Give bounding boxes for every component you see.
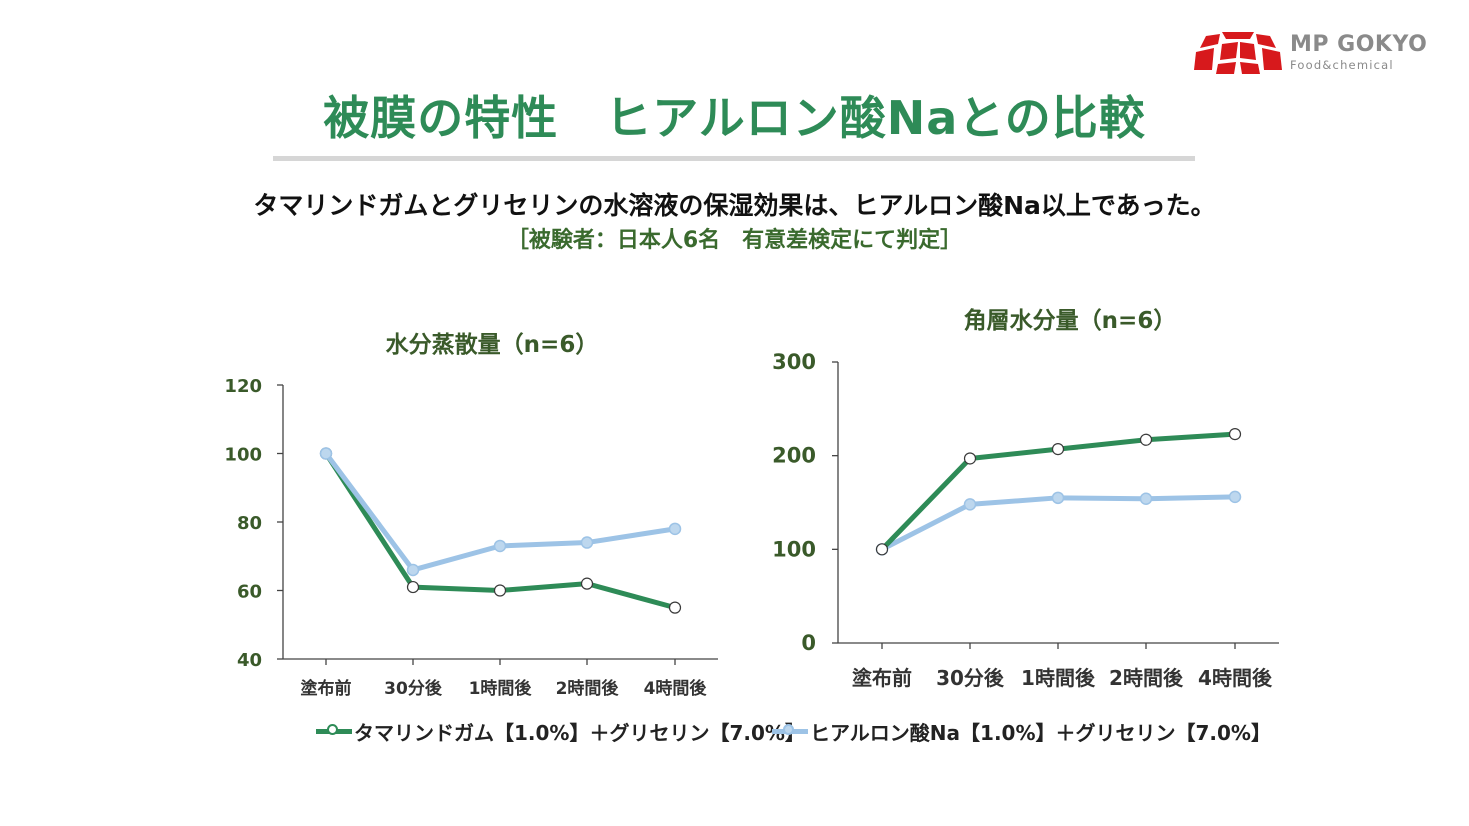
chart2-series-1-point: [1051, 443, 1065, 456]
chart2-y-tick-label: 100: [772, 537, 816, 561]
chart2-series-2-point: [1139, 492, 1153, 506]
logo-mark-icon: [1194, 32, 1282, 74]
chart1-series-1-point: [493, 584, 507, 597]
chart1-x-tick-label: 4時間後: [644, 678, 708, 699]
chart1-x-tick-label: 1時間後: [469, 678, 533, 699]
chart2-series-1-point: [1228, 428, 1242, 441]
chart2-x-tick-label: 1時間後: [1021, 666, 1096, 690]
brand-tagline: Food&chemical: [1290, 58, 1394, 72]
chart2-title: 角層水分量（n=6）: [964, 307, 1177, 334]
company-logo: MP GOKYO Food&chemical: [1192, 30, 1444, 76]
legend-item-tamarind: タマリンドガム【1.0%】＋グリセリン【7.0%】: [316, 716, 805, 746]
legend-label-hyaluronic: ヒアルロン酸Na【1.0%】＋グリセリン【7.0%】: [810, 720, 1271, 745]
chart1-series-2-point: [493, 539, 507, 553]
chart1-x-tick-label: 2時間後: [556, 678, 620, 699]
chart2-series-2-line: [879, 494, 1238, 552]
chart1-y-tick-label: 60: [237, 582, 262, 603]
chart2-x-tick-label: 2時間後: [1109, 666, 1184, 690]
chart2-series-1-point: [1139, 433, 1153, 446]
chart1-series-1-point: [668, 601, 682, 614]
chart2-x-tick-label: 塗布前: [852, 666, 912, 690]
summary-text: タマリンドガムとグリセリンの水溶液の保湿効果は、ヒアルロン酸Na以上であった。: [253, 191, 1216, 220]
title-divider: [273, 156, 1195, 161]
legend-label-tamarind: タマリンドガム【1.0%】＋グリセリン【7.0%】: [354, 720, 805, 745]
chart1-y-tick-label: 40: [237, 650, 262, 671]
legend-swatch-blue: [772, 721, 808, 741]
chart1-x-tick-label: 塗布前: [301, 678, 352, 699]
chart1-series-2-point: [668, 522, 682, 536]
chart1-series-2-point: [406, 563, 420, 577]
chart2-x-tick-label: 30分後: [936, 666, 1005, 690]
chart2-x-tick-label: 4時間後: [1198, 666, 1273, 690]
chart1-title: 水分蒸散量（n=6）: [386, 331, 599, 358]
legend-item-hyaluronic: ヒアルロン酸Na【1.0%】＋グリセリン【7.0%】: [772, 716, 1271, 746]
chart1-x-tick-label: 30分後: [384, 678, 443, 699]
chart1-series-2-line: [323, 451, 678, 573]
chart2-y-tick-label: 0: [801, 631, 816, 655]
chart2-series-2-point: [1228, 490, 1242, 504]
chart1-series-1-point: [580, 577, 594, 590]
chart2-series-1-point: [963, 452, 977, 465]
chart1-y-tick-label: 80: [237, 513, 262, 534]
chart2-series-2-point: [963, 498, 977, 511]
chart1-y-tick-label: 100: [224, 445, 262, 466]
chart1-series-2-point: [580, 536, 594, 549]
chart1-series-1-point: [406, 580, 420, 594]
chart1-y-tick-label: 120: [224, 376, 262, 397]
page-title: 被膜の特性 ヒアルロン酸Naとの比較: [323, 91, 1146, 145]
legend-swatch-green: [316, 721, 352, 741]
chart2-series-2-point: [1051, 491, 1065, 505]
chart1-series-2-point: [319, 447, 333, 460]
study-note: ［被験者：日本人6名 有意差検定にて判定］: [506, 228, 963, 253]
chart2-series-1-point: [875, 543, 889, 556]
brand-name: MP GOKYO: [1290, 32, 1428, 57]
chart2-y-tick-label: 200: [772, 444, 816, 468]
chart2-y-tick-label: 300: [772, 350, 816, 374]
